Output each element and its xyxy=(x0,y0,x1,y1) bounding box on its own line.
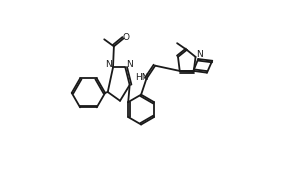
Text: N: N xyxy=(105,60,112,69)
Text: O: O xyxy=(123,33,130,42)
Text: HN: HN xyxy=(135,73,148,82)
Text: N: N xyxy=(196,50,203,59)
Text: N: N xyxy=(126,60,132,69)
